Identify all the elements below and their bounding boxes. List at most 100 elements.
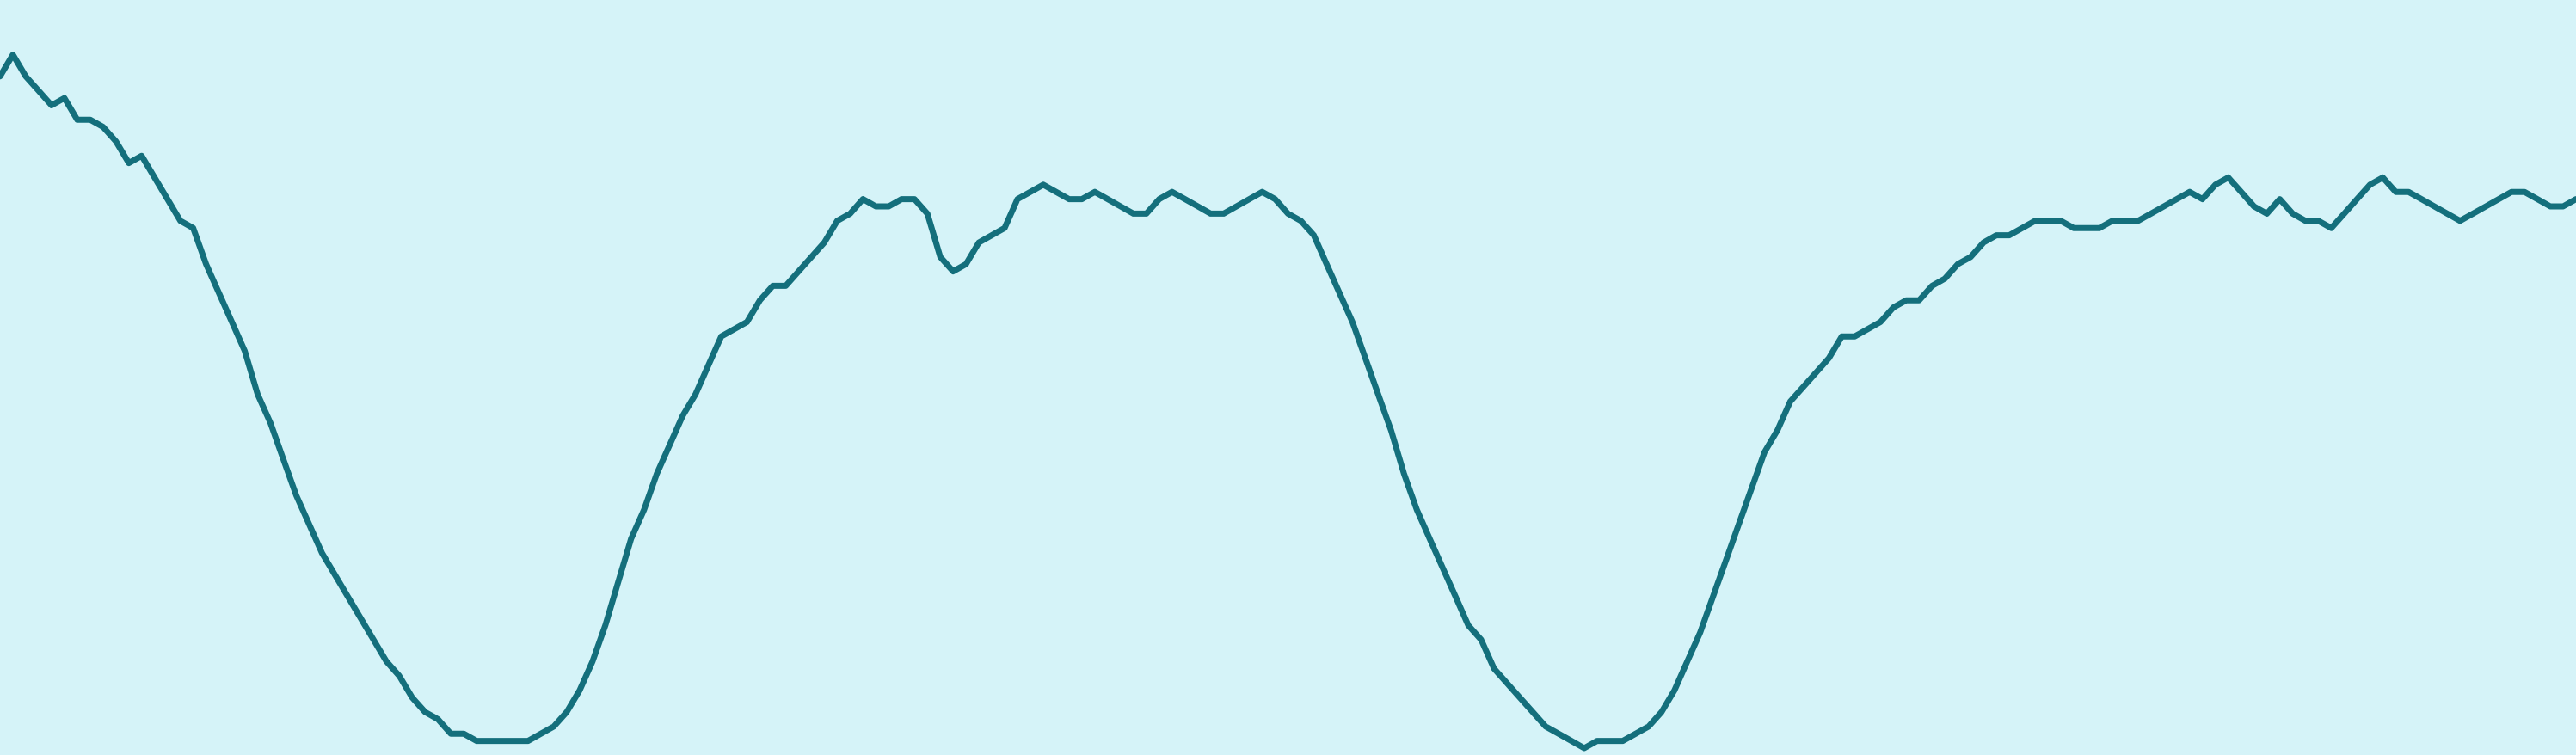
data-point bbox=[257, 393, 258, 395]
data-point bbox=[1094, 191, 1096, 193]
data-point bbox=[1995, 235, 1997, 236]
data-point bbox=[1300, 220, 1301, 222]
data-point bbox=[489, 740, 490, 742]
data-point bbox=[1390, 429, 1392, 431]
data-point bbox=[1377, 393, 1379, 395]
data-point bbox=[1493, 668, 1495, 670]
data-point bbox=[2073, 227, 2075, 229]
data-point bbox=[2215, 184, 2216, 186]
data-point bbox=[952, 271, 954, 273]
data-point bbox=[2511, 191, 2512, 193]
data-point bbox=[1918, 299, 1920, 301]
data-point bbox=[2382, 176, 2383, 178]
data-point bbox=[1480, 639, 1482, 641]
data-point bbox=[282, 458, 284, 460]
data-point bbox=[321, 552, 323, 554]
data-point bbox=[2331, 227, 2332, 229]
data-point bbox=[2266, 212, 2268, 214]
data-point bbox=[1055, 191, 1057, 193]
data-point bbox=[1454, 596, 1456, 598]
data-point bbox=[734, 328, 735, 330]
data-point bbox=[2189, 191, 2191, 193]
data-point bbox=[798, 271, 799, 273]
data-point bbox=[1223, 212, 1225, 214]
data-point bbox=[1506, 682, 1508, 684]
data-point bbox=[978, 242, 980, 243]
data-point bbox=[1931, 285, 1933, 286]
data-point bbox=[1313, 235, 1314, 236]
data-point bbox=[643, 509, 645, 511]
data-point bbox=[772, 285, 773, 286]
data-point bbox=[2047, 220, 2049, 222]
data-point bbox=[1790, 401, 1791, 402]
data-point bbox=[1210, 212, 1212, 214]
data-point bbox=[2407, 191, 2409, 193]
data-point bbox=[1866, 328, 1868, 330]
data-point bbox=[1609, 740, 1611, 742]
data-point bbox=[630, 537, 632, 539]
data-point bbox=[810, 256, 812, 258]
data-point bbox=[695, 393, 697, 395]
data-point bbox=[1571, 740, 1572, 742]
data-point bbox=[939, 256, 941, 258]
data-point bbox=[759, 299, 760, 301]
data-point bbox=[180, 220, 181, 222]
data-point bbox=[2137, 220, 2139, 222]
data-point bbox=[2472, 212, 2474, 214]
data-point bbox=[501, 740, 503, 742]
data-point bbox=[2562, 206, 2564, 207]
data-point bbox=[295, 494, 297, 496]
data-point bbox=[1403, 473, 1405, 475]
data-point bbox=[2253, 206, 2255, 207]
data-point bbox=[1325, 263, 1327, 265]
data-point bbox=[385, 660, 387, 662]
data-point bbox=[64, 97, 65, 99]
data-point bbox=[965, 263, 967, 265]
data-point bbox=[721, 335, 722, 337]
data-point bbox=[566, 711, 568, 713]
data-point bbox=[1738, 524, 1740, 525]
data-point bbox=[836, 220, 838, 222]
data-point bbox=[579, 690, 581, 691]
data-point bbox=[2034, 220, 2036, 222]
data-point bbox=[270, 422, 271, 424]
data-point bbox=[514, 740, 516, 742]
data-point bbox=[193, 227, 194, 229]
data-point bbox=[1687, 660, 1688, 662]
data-point bbox=[2344, 212, 2345, 214]
data-point bbox=[25, 76, 27, 77]
series-layer bbox=[0, 52, 2576, 752]
data-point bbox=[218, 292, 220, 294]
data-point bbox=[51, 104, 52, 106]
data-point bbox=[102, 126, 104, 128]
data-point bbox=[1197, 206, 1199, 207]
data-point bbox=[1519, 697, 1521, 698]
data-point bbox=[1262, 191, 1263, 193]
data-point bbox=[2459, 220, 2461, 222]
data-point bbox=[1803, 386, 1804, 388]
data-point bbox=[888, 206, 889, 207]
data-point bbox=[2150, 212, 2152, 214]
data-point bbox=[823, 242, 825, 243]
data-point bbox=[553, 726, 555, 727]
data-point bbox=[2305, 220, 2306, 222]
data-point bbox=[2485, 206, 2487, 207]
data-point bbox=[12, 54, 14, 56]
data-point bbox=[2433, 206, 2435, 207]
data-point bbox=[1042, 184, 1044, 186]
data-point bbox=[592, 660, 593, 662]
data-point bbox=[656, 473, 658, 475]
data-point bbox=[360, 617, 361, 619]
data-point bbox=[1030, 191, 1031, 193]
data-point bbox=[1983, 242, 1984, 243]
data-point bbox=[2395, 191, 2396, 193]
data-point bbox=[1854, 335, 1855, 337]
data-point bbox=[2124, 220, 2126, 222]
data-point bbox=[1583, 747, 1585, 749]
data-point bbox=[424, 711, 426, 713]
data-point bbox=[1171, 191, 1173, 193]
data-point bbox=[1648, 726, 1650, 727]
data-point bbox=[1596, 740, 1598, 742]
data-point bbox=[2524, 191, 2525, 193]
data-point bbox=[1622, 740, 1624, 742]
